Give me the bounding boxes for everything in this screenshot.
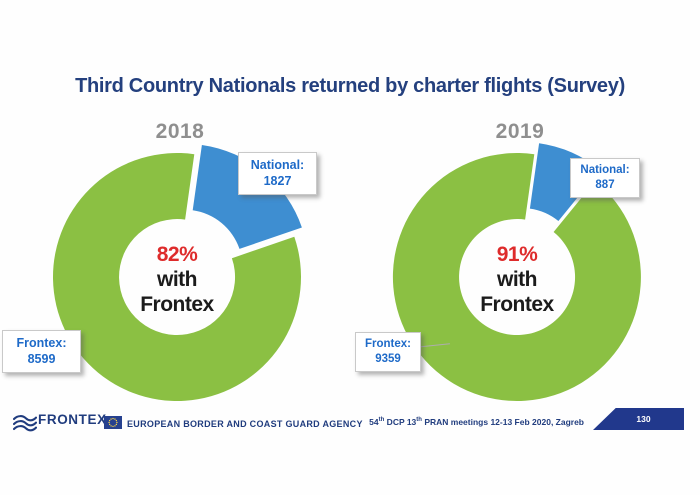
year-label: 2019 bbox=[495, 120, 545, 143]
chart-group-2019: 2019 91% with Frontex National: 887 Fron… bbox=[350, 118, 690, 423]
callout-value: 9359 bbox=[375, 352, 401, 365]
callout-label: National: bbox=[580, 164, 630, 176]
national-slice bbox=[192, 145, 302, 249]
page-number: 130 bbox=[636, 414, 651, 424]
national-callout: National: 1827 bbox=[238, 152, 317, 195]
meeting-caption: 54th DCP 13th PRAN meetings 12-13 Feb 20… bbox=[369, 417, 584, 427]
donut-center-label: 91% with Frontex bbox=[457, 242, 577, 317]
callout-value: 1827 bbox=[263, 174, 292, 189]
chart-group-2018: 2018 82% with Frontex National: 1827 Fro… bbox=[2, 118, 350, 423]
frontex-logo-icon bbox=[13, 415, 37, 432]
page-title: Third Country Nationals returned by char… bbox=[75, 75, 625, 97]
frontex-callout: Frontex: 9359 bbox=[355, 332, 421, 372]
frontex-slice bbox=[52, 152, 301, 401]
donut-center-label: 82% with Frontex bbox=[117, 242, 237, 317]
callout-label: Frontex: bbox=[16, 336, 67, 350]
center-line-with: with bbox=[157, 268, 198, 291]
donut-chart-2018 bbox=[52, 145, 302, 401]
eu-stars bbox=[108, 417, 118, 428]
percent-label: 82% bbox=[156, 243, 198, 266]
center-line-frontex: Frontex bbox=[480, 293, 554, 316]
agency-name: EUROPEAN BORDER AND COAST GUARD AGENCY bbox=[127, 419, 363, 429]
callout-value: 8599 bbox=[27, 352, 56, 367]
frontex-wordmark: FRONTEX bbox=[38, 412, 107, 427]
national-callout: National: 887 bbox=[570, 158, 640, 198]
year-label: 2018 bbox=[155, 120, 205, 143]
callout-label: Frontex: bbox=[365, 338, 411, 350]
frontex-slice bbox=[392, 152, 641, 401]
eu-flag-icon bbox=[104, 416, 122, 429]
center-line-frontex: Frontex bbox=[140, 293, 214, 316]
page-number-tab: 130 bbox=[593, 408, 684, 430]
callout-label: National: bbox=[250, 158, 305, 172]
center-line-with: with bbox=[497, 268, 538, 291]
percent-label: 91% bbox=[496, 243, 538, 266]
frontex-callout: Frontex: 8599 bbox=[2, 330, 81, 373]
callout-value: 887 bbox=[595, 178, 615, 191]
